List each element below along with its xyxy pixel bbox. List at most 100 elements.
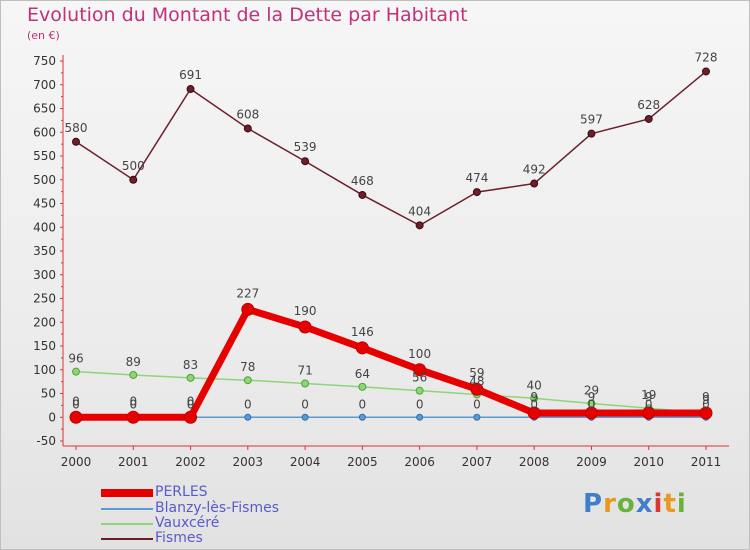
data-point-perles bbox=[241, 302, 255, 316]
x-tick-label: 2002 bbox=[175, 455, 206, 469]
y-tick-label: 550 bbox=[33, 149, 56, 163]
data-point-fismes bbox=[415, 221, 424, 230]
data-label-fismes: 728 bbox=[695, 50, 718, 64]
data-point-perles bbox=[69, 410, 83, 424]
data-label-perles: 9 bbox=[645, 390, 653, 404]
data-label-blanzy-les-fismes: 0 bbox=[702, 397, 710, 411]
data-label-blanzy-les-fismes: 0 bbox=[588, 397, 596, 411]
data-point-blanzy-les-fismes bbox=[473, 413, 481, 421]
data-label-vauxcere: 9 bbox=[702, 393, 710, 407]
data-point-fismes bbox=[472, 188, 481, 197]
x-tick-label: 2010 bbox=[633, 455, 664, 469]
data-point-perles bbox=[298, 320, 312, 334]
y-tick-label: 200 bbox=[33, 315, 56, 329]
data-point-perles bbox=[184, 410, 198, 424]
data-label-perles: 190 bbox=[294, 304, 317, 318]
legend-swatch-blanzy bbox=[101, 508, 153, 510]
data-label-perles: 227 bbox=[236, 286, 259, 300]
data-point-fismes bbox=[644, 114, 653, 123]
data-label-fismes: 628 bbox=[637, 98, 660, 112]
data-label-vauxcere: 19 bbox=[641, 388, 656, 402]
data-point-perles bbox=[413, 363, 427, 377]
data-label-fismes: 474 bbox=[465, 171, 488, 185]
legend-swatch-vauxcere bbox=[101, 523, 153, 525]
y-tick-label: 0 bbox=[48, 410, 56, 424]
y-tick-label: 300 bbox=[33, 268, 56, 282]
x-tick-label: 2011 bbox=[691, 455, 722, 469]
data-label-perles: 9 bbox=[588, 390, 596, 404]
y-tick-label: -50 bbox=[36, 434, 56, 448]
data-label-blanzy-les-fismes: 0 bbox=[416, 397, 424, 411]
x-tick-label: 2000 bbox=[61, 455, 92, 469]
legend-label-perles: PERLES bbox=[155, 484, 208, 500]
data-label-vauxcere: 64 bbox=[355, 367, 370, 381]
data-label-blanzy-les-fismes: 0 bbox=[530, 397, 538, 411]
data-point-perles bbox=[699, 406, 713, 420]
y-tick-label: 750 bbox=[33, 54, 56, 68]
data-label-blanzy-les-fismes: 0 bbox=[473, 397, 481, 411]
legend-swatch-fismes bbox=[101, 538, 153, 540]
x-tick-label: 2007 bbox=[462, 455, 493, 469]
series-line-vauxcere bbox=[75, 370, 707, 414]
data-point-fismes bbox=[530, 179, 539, 188]
data-label-blanzy-les-fismes: 0 bbox=[359, 397, 367, 411]
data-point-vauxcere bbox=[530, 394, 539, 403]
data-label-fismes: 580 bbox=[65, 121, 88, 135]
data-point-perles bbox=[126, 410, 140, 424]
x-tick-label: 2001 bbox=[118, 455, 149, 469]
data-label-fismes: 468 bbox=[351, 174, 374, 188]
data-label-fismes: 404 bbox=[408, 204, 431, 218]
data-point-vauxcere bbox=[186, 373, 195, 382]
data-label-blanzy-les-fismes: 0 bbox=[72, 397, 80, 411]
data-point-blanzy-les-fismes bbox=[416, 413, 424, 421]
data-label-fismes: 500 bbox=[122, 159, 145, 173]
y-tick-label: 650 bbox=[33, 102, 56, 116]
y-tick-label: 50 bbox=[41, 387, 56, 401]
data-label-vauxcere: 78 bbox=[240, 360, 255, 374]
data-point-blanzy-les-fismes bbox=[358, 413, 366, 421]
data-point-vauxcere bbox=[72, 367, 80, 376]
data-label-vauxcere: 29 bbox=[584, 383, 599, 397]
data-label-perles: 146 bbox=[351, 325, 374, 339]
data-point-fismes bbox=[186, 85, 195, 94]
data-point-fismes bbox=[72, 137, 80, 146]
data-label-blanzy-les-fismes: 0 bbox=[129, 397, 137, 411]
data-label-perles: 9 bbox=[530, 390, 538, 404]
data-point-fismes bbox=[702, 67, 710, 76]
y-tick-label: 700 bbox=[33, 78, 56, 92]
data-label-fismes: 539 bbox=[294, 140, 317, 154]
data-label-vauxcere: 83 bbox=[183, 358, 198, 372]
data-point-fismes bbox=[358, 190, 367, 199]
chart-subtitle: (en €) bbox=[27, 29, 60, 42]
data-point-vauxcere bbox=[129, 370, 138, 379]
y-tick-label: 100 bbox=[33, 363, 56, 377]
data-point-fismes bbox=[129, 175, 138, 184]
data-point-vauxcere bbox=[358, 382, 367, 391]
y-tick-label: 600 bbox=[33, 125, 56, 139]
legend-label-blanzy: Blanzy-lès-Fismes bbox=[155, 500, 279, 516]
y-tick-label: 250 bbox=[33, 292, 56, 306]
data-label-fismes: 597 bbox=[580, 113, 603, 127]
legend-label-vauxcere: Vauxcéré bbox=[155, 515, 220, 531]
data-label-perles: 0 bbox=[129, 394, 137, 408]
y-tick-label: 350 bbox=[33, 244, 56, 258]
data-label-vauxcere: 89 bbox=[126, 355, 141, 369]
x-tick-label: 2005 bbox=[347, 455, 378, 469]
data-point-perles bbox=[470, 382, 484, 396]
data-point-perles bbox=[355, 341, 369, 355]
data-label-fismes: 492 bbox=[523, 163, 546, 177]
data-point-perles bbox=[642, 406, 656, 420]
data-label-blanzy-les-fismes: 0 bbox=[244, 397, 252, 411]
data-label-vauxcere: 71 bbox=[297, 364, 312, 378]
data-point-vauxcere bbox=[243, 376, 252, 385]
x-tick-label: 2004 bbox=[290, 455, 321, 469]
chart-title: Evolution du Montant de la Dette par Hab… bbox=[27, 4, 468, 26]
data-point-blanzy-les-fismes bbox=[301, 413, 309, 421]
data-label-perles: 0 bbox=[187, 394, 195, 408]
legend-label-fismes: Fismes bbox=[155, 530, 203, 546]
data-label-vauxcere: 40 bbox=[527, 378, 542, 392]
data-point-vauxcere bbox=[415, 386, 424, 395]
x-tick-label: 2009 bbox=[576, 455, 607, 469]
